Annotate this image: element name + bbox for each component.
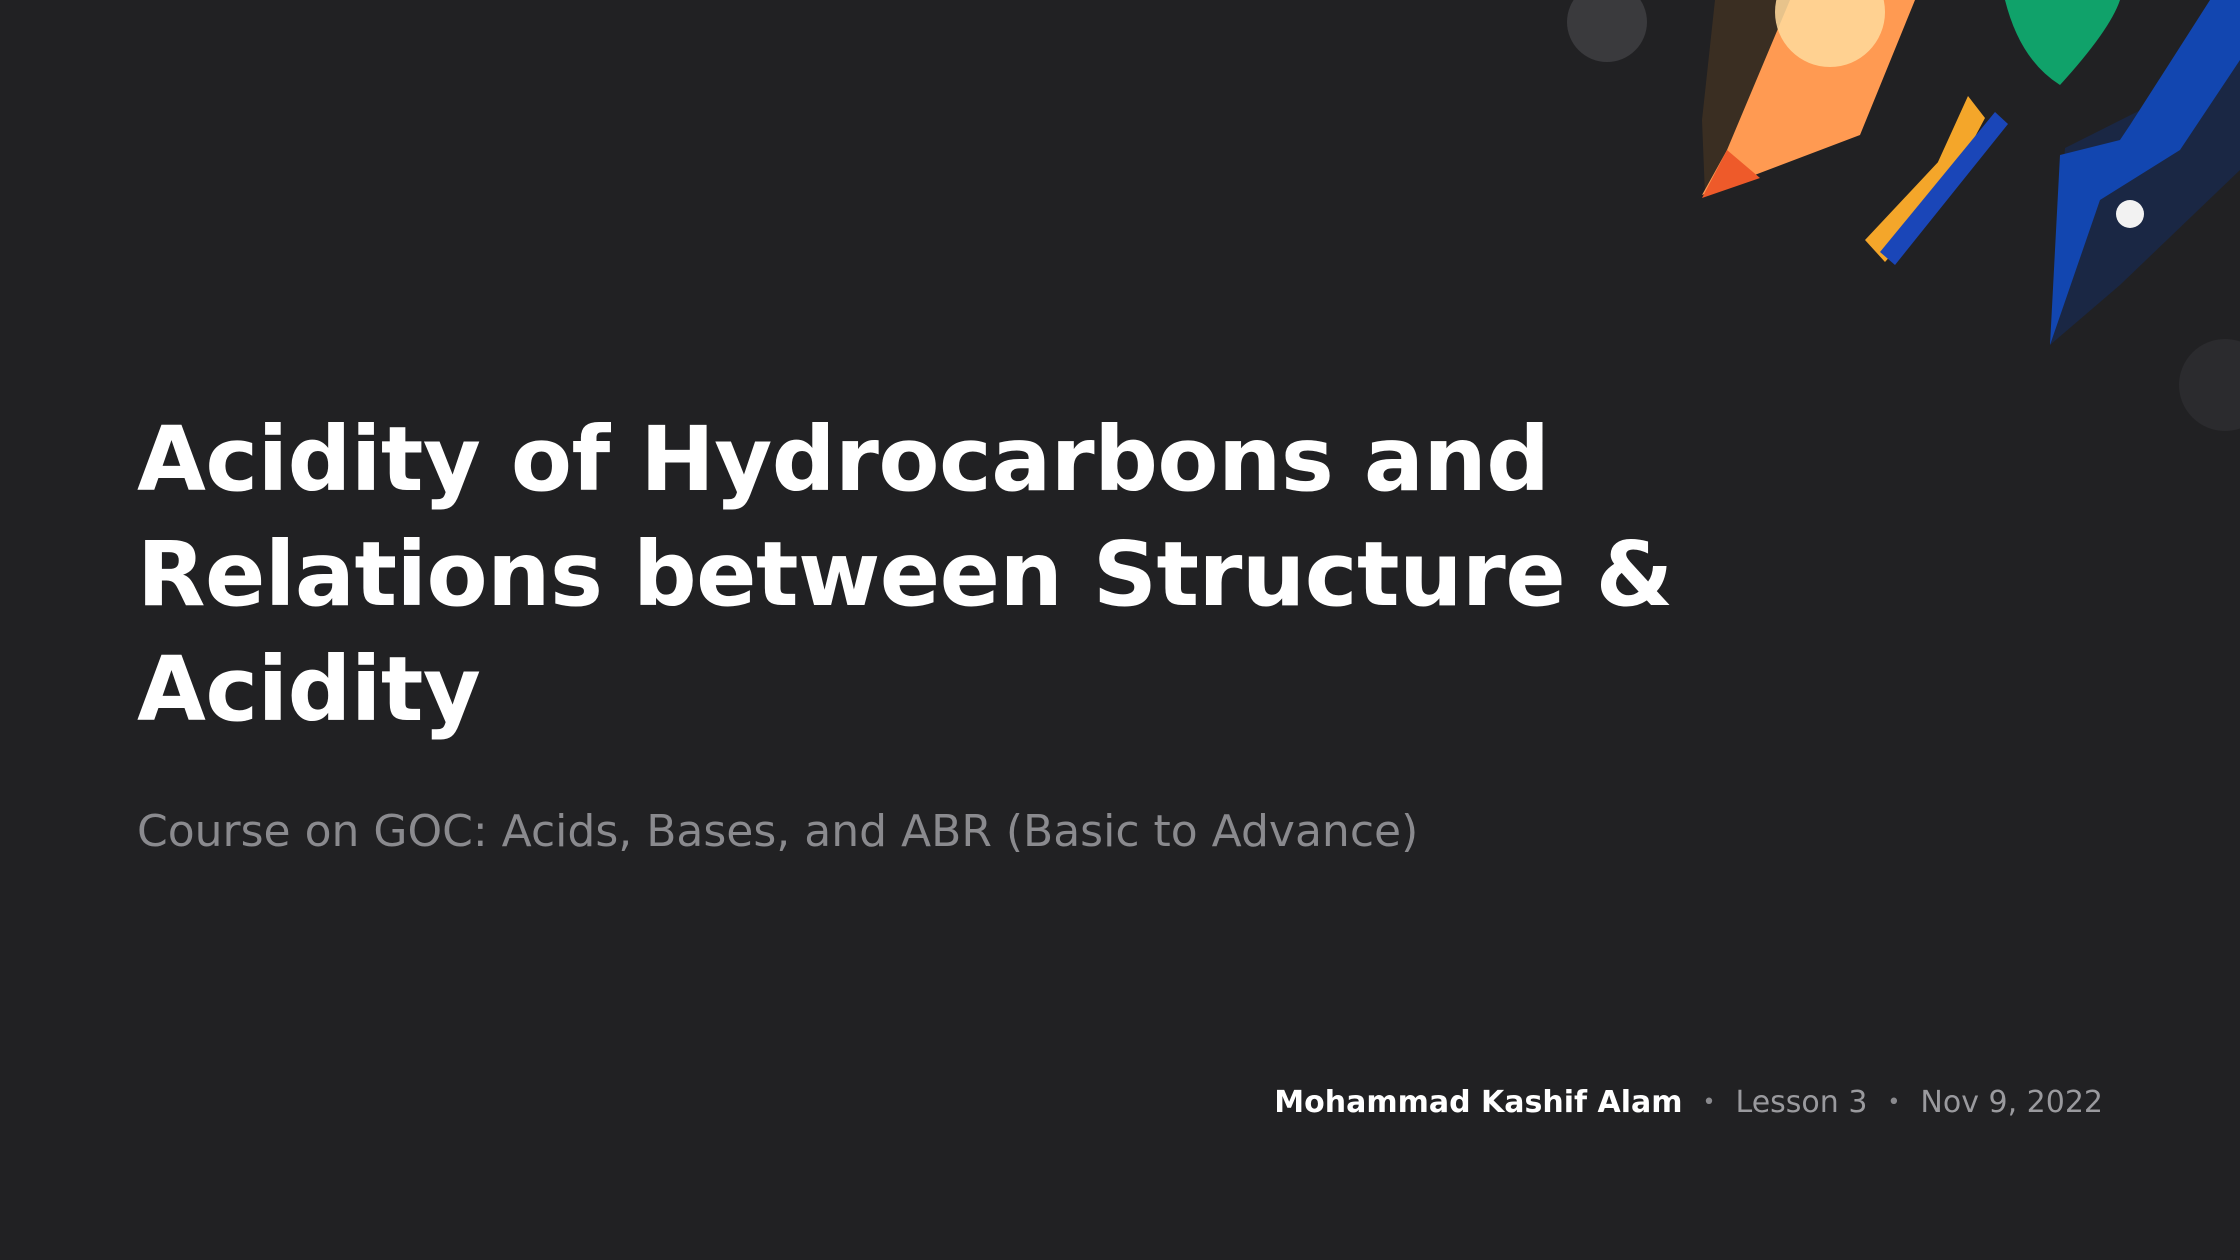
bowtie-top-shape <box>1938 96 1985 180</box>
separator-dot: • <box>1702 1090 1716 1115</box>
grey-circle-right-shape <box>2179 339 2240 431</box>
lesson-meta: Mohammad Kashif Alam • Lesson 3 • Nov 9,… <box>1274 1080 2103 1126</box>
title-line: Acidity <box>137 637 481 741</box>
title-line: Relations between Structure & <box>137 522 1673 626</box>
pencil-tip-shape <box>1702 150 1760 198</box>
lesson-date: Nov 9, 2022 <box>1920 1085 2103 1120</box>
rocket-shape <box>2050 0 2240 345</box>
yellow-circle-shape <box>1775 0 1885 67</box>
bowtie-band-shape <box>1880 112 2008 265</box>
separator-dot: • <box>1887 1090 1901 1115</box>
author-name: Mohammad Kashif Alam <box>1274 1085 1683 1120</box>
dot-shape <box>2116 200 2144 228</box>
course-subtitle: Course on GOC: Acids, Bases, and ABR (Ba… <box>137 806 1419 857</box>
title-line: Acidity of Hydrocarbons and <box>137 407 1550 511</box>
grey-circle-shape <box>1567 0 1647 62</box>
leaf-shape <box>2005 0 2120 85</box>
slide-title: Acidity of Hydrocarbons and Relations be… <box>137 402 1673 747</box>
lesson-number: Lesson 3 <box>1735 1085 1868 1120</box>
